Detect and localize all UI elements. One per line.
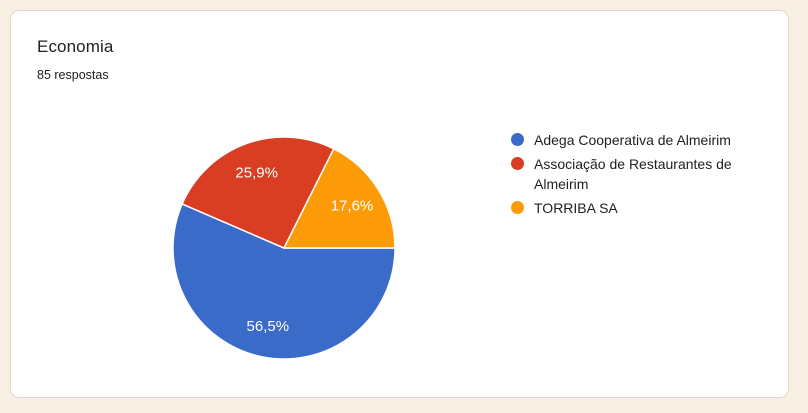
legend-color-dot <box>511 157 524 170</box>
pie-chart: 56,5% 25,9% 17,6% <box>172 136 396 360</box>
pie-slice-1[interactable] <box>172 203 396 360</box>
legend-label: TORRIBA SA <box>534 200 618 216</box>
pie-slice-percent-label: 17,6% <box>331 198 374 215</box>
pie-slice-percent-label: 25,9% <box>235 164 278 181</box>
pie-slice-3[interactable] <box>283 148 396 249</box>
legend-item: Associação de Restaurantes de Almeirim <box>511 154 763 194</box>
question-title: Economia <box>37 37 114 56</box>
pie-slice-2[interactable] <box>181 136 335 249</box>
pie-slice-percent-label: 56,5% <box>247 318 290 335</box>
legend-label: Associação de Restaurantes de Almeirim <box>534 156 732 192</box>
legend-label: Adega Cooperativa de Almeirim <box>534 132 731 148</box>
legend-item: TORRIBA SA <box>511 198 763 218</box>
legend-color-dot <box>511 201 524 214</box>
chart-legend: Adega Cooperativa de Almeirim Associação … <box>511 130 763 222</box>
legend-color-dot <box>511 133 524 146</box>
responses-count: 85 respostas <box>37 68 109 82</box>
results-card: Economia 85 respostas 56,5% 25,9% 17,6% Ad… <box>10 10 789 398</box>
legend-item: Adega Cooperativa de Almeirim <box>511 130 763 150</box>
